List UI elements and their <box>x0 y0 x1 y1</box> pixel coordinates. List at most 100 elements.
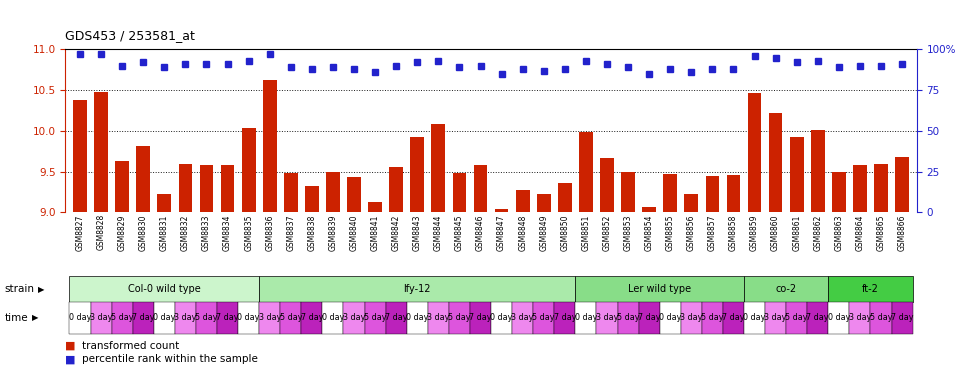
Bar <box>786 302 807 334</box>
Text: 5 day: 5 day <box>785 313 808 322</box>
Text: 3 day: 3 day <box>427 313 449 322</box>
Bar <box>850 302 871 334</box>
Text: GSM8852: GSM8852 <box>603 214 612 251</box>
Bar <box>533 302 554 334</box>
Bar <box>305 186 319 212</box>
Bar <box>259 276 575 302</box>
Bar <box>470 302 491 334</box>
Bar <box>411 137 424 212</box>
Text: GSM8845: GSM8845 <box>455 214 464 251</box>
Text: GSM8844: GSM8844 <box>434 214 443 251</box>
Text: 0 day: 0 day <box>659 313 682 322</box>
Bar <box>452 173 467 212</box>
Bar <box>617 302 638 334</box>
Bar <box>727 175 740 212</box>
Text: GSM8864: GSM8864 <box>855 214 864 251</box>
Text: 0 day: 0 day <box>406 313 428 322</box>
Text: GSM8855: GSM8855 <box>665 214 675 251</box>
Text: 0 day: 0 day <box>491 313 513 322</box>
Text: 3 day: 3 day <box>90 313 112 322</box>
Text: lfy-12: lfy-12 <box>403 284 431 294</box>
Text: GSM8829: GSM8829 <box>118 214 127 251</box>
Bar <box>390 167 403 212</box>
Bar <box>200 165 213 212</box>
Bar <box>154 302 175 334</box>
Bar <box>660 302 681 334</box>
Text: GSM8837: GSM8837 <box>286 214 296 251</box>
Bar <box>832 172 846 212</box>
Bar <box>369 202 382 212</box>
Text: 3 day: 3 day <box>512 313 534 322</box>
Bar <box>895 157 909 212</box>
Text: strain: strain <box>5 284 35 294</box>
Bar <box>175 302 196 334</box>
Text: GSM8851: GSM8851 <box>582 214 590 251</box>
Text: 0 day: 0 day <box>743 313 766 322</box>
Bar <box>579 132 592 212</box>
Text: GSM8827: GSM8827 <box>76 214 84 251</box>
Text: 0 day: 0 day <box>828 313 850 322</box>
Text: ▶: ▶ <box>38 285 45 294</box>
Text: 0 day: 0 day <box>322 313 344 322</box>
Text: GSM8866: GSM8866 <box>898 214 906 251</box>
Bar <box>301 302 323 334</box>
Bar <box>344 302 365 334</box>
Bar <box>621 172 635 212</box>
Bar <box>684 194 698 212</box>
Text: GSM8865: GSM8865 <box>876 214 885 251</box>
Bar <box>386 302 407 334</box>
Text: GSM8838: GSM8838 <box>307 214 317 251</box>
Bar <box>242 128 255 212</box>
Bar <box>280 302 301 334</box>
Bar <box>681 302 702 334</box>
Text: 5 day: 5 day <box>111 313 133 322</box>
Bar <box>90 302 111 334</box>
Text: 3 day: 3 day <box>849 313 871 322</box>
Bar <box>596 302 617 334</box>
Text: GSM8850: GSM8850 <box>561 214 569 251</box>
Text: ■: ■ <box>65 341 76 351</box>
Bar <box>259 302 280 334</box>
Bar <box>217 302 238 334</box>
Text: 7 day: 7 day <box>637 313 660 322</box>
Bar <box>748 93 761 212</box>
Bar <box>196 302 217 334</box>
Text: GSM8839: GSM8839 <box>328 214 338 251</box>
Bar <box>179 164 192 212</box>
Bar <box>642 206 656 212</box>
Bar <box>744 302 765 334</box>
Text: GSM8832: GSM8832 <box>180 214 190 251</box>
Text: 7 day: 7 day <box>385 313 407 322</box>
Bar <box>892 302 913 334</box>
Text: GSM8840: GSM8840 <box>349 214 358 251</box>
Text: transformed count: transformed count <box>82 341 179 351</box>
Text: GSM8836: GSM8836 <box>265 214 275 251</box>
Text: 0 day: 0 day <box>575 313 597 322</box>
Bar <box>157 194 171 212</box>
Text: GSM8858: GSM8858 <box>729 214 738 251</box>
Text: ft-2: ft-2 <box>862 284 878 294</box>
Text: 7 day: 7 day <box>891 313 913 322</box>
Text: 5 day: 5 day <box>616 313 639 322</box>
Bar <box>238 302 259 334</box>
Bar <box>263 81 276 212</box>
Text: 0 day: 0 day <box>69 313 91 322</box>
Text: GSM8833: GSM8833 <box>202 214 211 251</box>
Bar <box>765 302 786 334</box>
Bar <box>807 302 828 334</box>
Text: 5 day: 5 day <box>870 313 892 322</box>
Bar <box>871 302 892 334</box>
Bar <box>663 174 677 212</box>
Bar <box>323 302 344 334</box>
Text: GSM8841: GSM8841 <box>371 214 379 251</box>
Bar <box>431 123 445 212</box>
Bar <box>407 302 428 334</box>
Text: 3 day: 3 day <box>596 313 618 322</box>
Text: 7 day: 7 day <box>469 313 492 322</box>
Text: GSM8849: GSM8849 <box>540 214 548 251</box>
Text: 5 day: 5 day <box>195 313 218 322</box>
Text: 5 day: 5 day <box>533 313 555 322</box>
Bar <box>132 302 154 334</box>
Bar <box>492 302 512 334</box>
Bar <box>94 92 108 212</box>
